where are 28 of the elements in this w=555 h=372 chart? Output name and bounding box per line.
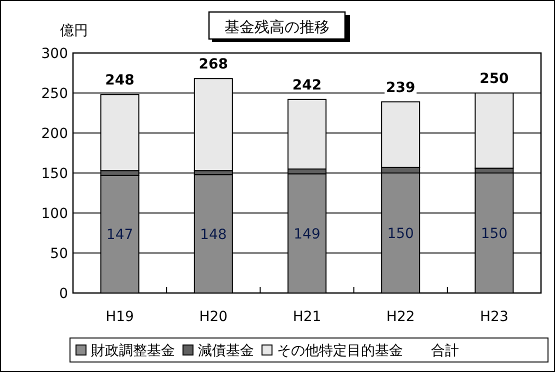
x-tick-label: H19 — [106, 309, 134, 325]
y-axis-title: 億円 — [60, 23, 88, 39]
y-tick-label: 100 — [41, 206, 68, 222]
text: 合計 — [431, 343, 459, 359]
y-tick-label: 0 — [59, 286, 68, 302]
total-label: 268 — [198, 56, 228, 73]
data-label: 150 — [387, 226, 414, 242]
data-label: 149 — [294, 226, 320, 242]
x-tick-label: H23 — [480, 309, 508, 325]
data-label: 147 — [106, 227, 134, 244]
total-label: 248 — [105, 72, 134, 89]
y-tick-label: 300 — [41, 46, 68, 62]
data-label: 148 — [200, 226, 227, 243]
y-tick-label: 50 — [50, 246, 68, 262]
legend-label: 減債基金 — [198, 343, 254, 359]
x-tick-label: H22 — [386, 309, 415, 325]
total-label: 242 — [292, 77, 322, 94]
total-label: 239 — [386, 80, 416, 96]
legend-label: 財政調整基金 — [91, 343, 175, 359]
y-tick-label: 150 — [41, 166, 68, 182]
data-label: 150 — [480, 226, 508, 242]
chart-title: 基金残高の推移 — [224, 18, 330, 36]
y-tick-label: 200 — [41, 126, 68, 142]
legend-label: その他特定目的基金 — [277, 343, 403, 359]
x-tick-label: H21 — [292, 309, 322, 325]
x-tick-label: H20 — [199, 309, 228, 325]
total-label: 250 — [480, 71, 510, 87]
y-tick-label: 250 — [41, 86, 68, 102]
